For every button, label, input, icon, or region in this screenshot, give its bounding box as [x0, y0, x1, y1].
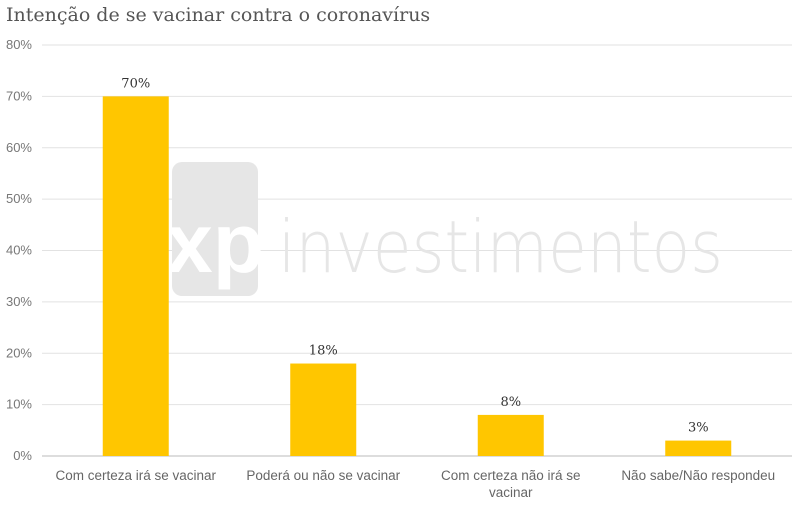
y-tick-label: 60% [6, 140, 32, 155]
chart-title: Intenção de se vacinar contra o coronaví… [6, 4, 431, 26]
y-tick-label: 30% [6, 294, 32, 309]
y-tick-label: 40% [6, 243, 32, 258]
data-label: 8% [500, 395, 521, 410]
data-labels: 70% 18% 8% 3% [121, 76, 708, 435]
grid-lines [42, 44, 792, 457]
y-axis-ticks: 0% 10% 20% 30% 40% 50% 60% 70% 80% [6, 37, 32, 463]
x-category-label: vacinar [489, 485, 533, 500]
bar [102, 96, 169, 456]
x-category-label: Com certeza não irá se [441, 468, 581, 483]
y-tick-label: 70% [6, 88, 32, 103]
y-tick-label: 50% [6, 191, 32, 206]
y-tick-label: 20% [6, 345, 32, 360]
watermark-logo-text: xp [166, 196, 264, 290]
data-label: 70% [121, 76, 150, 91]
y-tick-label: 0% [13, 448, 32, 463]
y-tick-label: 10% [6, 397, 32, 412]
x-category-label: Com certeza irá se vacinar [55, 468, 216, 483]
watermark-brand-text: investimentos [278, 205, 723, 289]
watermark-logo: xp investimentos [166, 162, 723, 296]
watermark-logo-box [172, 162, 258, 296]
x-category-label: Não sabe/Não respondeu [621, 468, 775, 483]
x-category-label: Poderá ou não se vacinar [246, 468, 400, 483]
data-label: 3% [688, 421, 709, 436]
bars [102, 96, 732, 456]
bar [290, 363, 357, 456]
bar [477, 414, 544, 456]
bar [665, 440, 732, 456]
x-axis-labels: Com certeza irá se vacinar Poderá ou não … [55, 468, 775, 500]
data-label: 18% [309, 344, 338, 359]
y-tick-label: 80% [6, 37, 32, 52]
